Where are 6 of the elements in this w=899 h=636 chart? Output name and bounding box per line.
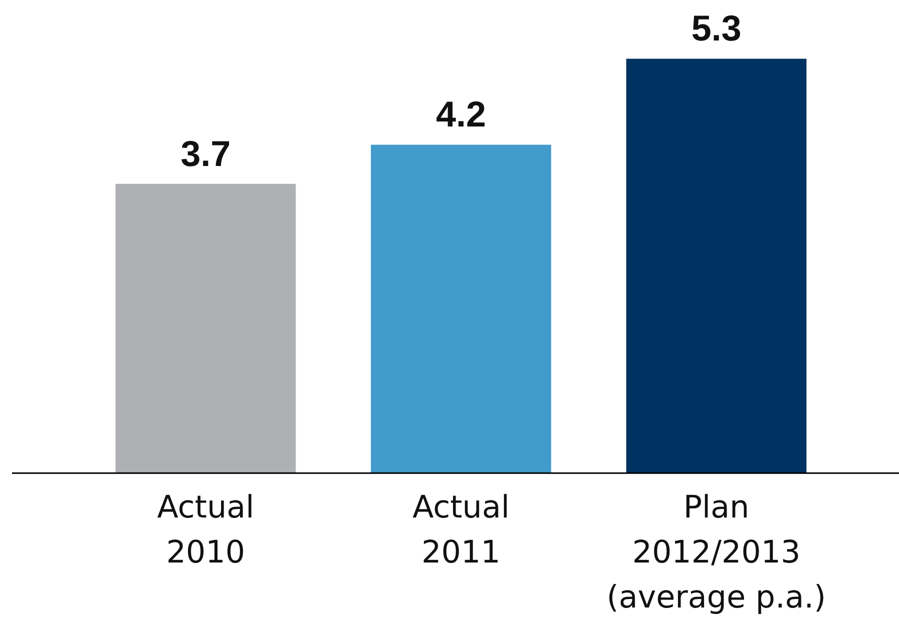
x-tick-label: Actual 2011: [412, 490, 510, 571]
data-label: 3.7: [180, 132, 231, 174]
x-tick-label: Plan 2012/2013 (average p.a.): [606, 490, 826, 616]
data-label: 5.3: [691, 8, 742, 49]
data-label: 4.2: [436, 94, 486, 135]
x-tick-label: Actual 2010: [157, 490, 254, 571]
